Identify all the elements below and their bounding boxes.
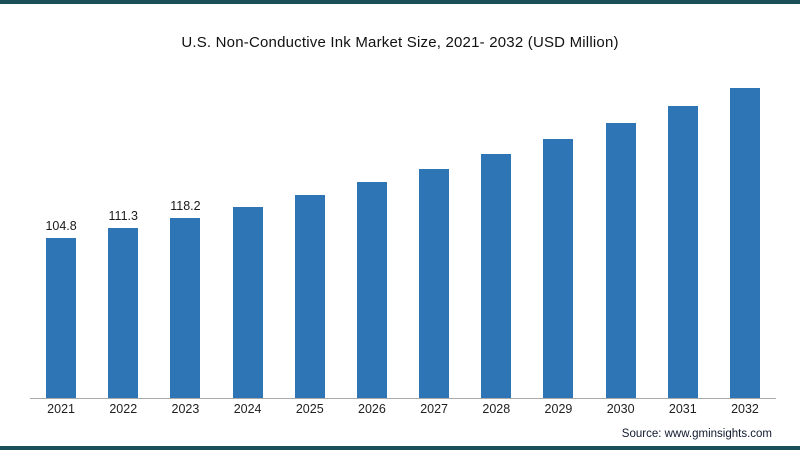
x-tick-label: 2021	[47, 402, 75, 416]
bar-group	[714, 88, 776, 398]
x-tick-label: 2031	[668, 402, 697, 416]
x-tick-label: 2025	[295, 402, 324, 416]
bar	[46, 238, 77, 398]
x-tick-label: 2032	[731, 402, 759, 416]
plot-area: 104.8 111.3 118.2	[30, 70, 776, 399]
bar	[605, 123, 636, 398]
bar-group: 104.8	[30, 219, 92, 398]
x-axis-labels: 2021 2022 2023 2024 2025 2026 2027 2028 2029 2030…	[30, 402, 776, 416]
bar-value-label: 111.3	[108, 209, 138, 223]
x-tick-label: 2029	[544, 402, 573, 416]
bar-group	[341, 182, 403, 398]
bar	[170, 218, 201, 398]
bar	[481, 154, 512, 398]
bar-group	[403, 169, 465, 398]
bar-group	[279, 195, 341, 398]
bar-group: 118.2	[154, 199, 216, 398]
chart-title: U.S. Non-Conductive Ink Market Size, 202…	[181, 34, 619, 51]
x-tick-label: 2023	[171, 402, 200, 416]
bar-group: 111.3	[92, 209, 154, 398]
bar-value-label: 118.2	[170, 199, 201, 213]
bar	[667, 106, 698, 398]
bar	[356, 182, 387, 398]
bar-group	[652, 106, 714, 398]
bar	[729, 88, 760, 398]
bar	[108, 228, 139, 398]
bar	[419, 169, 450, 398]
x-tick-label: 2026	[358, 402, 386, 416]
bottom-frame-bar	[0, 446, 800, 450]
bar-group	[527, 139, 589, 398]
x-tick-label: 2030	[606, 402, 635, 416]
bar-group	[465, 154, 527, 398]
x-tick-label: 2028	[482, 402, 511, 416]
source-text: Source: www.gminsights.com	[621, 428, 772, 440]
bar	[294, 195, 325, 398]
bar-value-label: 104.8	[45, 219, 77, 233]
bar	[232, 207, 263, 398]
top-frame-bar	[0, 0, 800, 4]
bar-group	[217, 207, 279, 398]
bar	[543, 139, 574, 398]
x-tick-label: 2024	[233, 402, 262, 416]
x-tick-label: 2022	[109, 402, 138, 416]
x-tick-label: 2027	[420, 402, 449, 416]
bar-group	[590, 123, 652, 398]
